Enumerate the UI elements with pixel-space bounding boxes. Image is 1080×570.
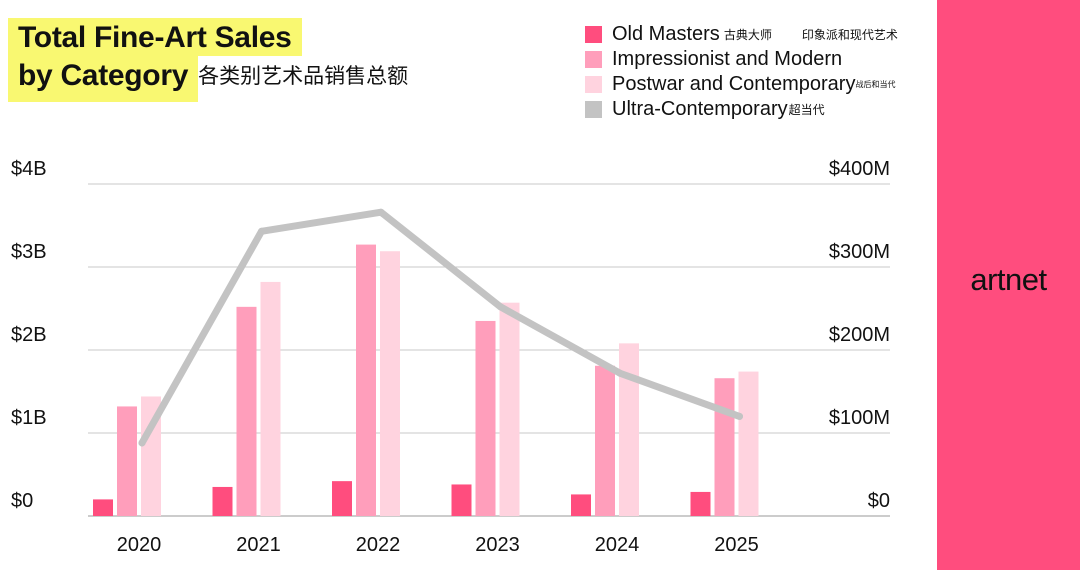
x-tick-label: 2023 bbox=[475, 534, 520, 556]
bar-impressionist-and-modern bbox=[117, 406, 137, 516]
bar-postwar-and-contemporary bbox=[499, 302, 520, 516]
bar-old-masters bbox=[332, 481, 352, 516]
bar-postwar-and-contemporary bbox=[619, 343, 639, 516]
legend-label-cn: 超当代 bbox=[788, 103, 825, 117]
right-tick-label: $100M bbox=[829, 407, 890, 429]
legend-label: Postwar and Contemporary bbox=[612, 73, 856, 95]
left-tick-label: $0 bbox=[11, 490, 33, 512]
bar-postwar-and-contemporary bbox=[738, 371, 759, 516]
right-tick-label: $300M bbox=[829, 241, 890, 263]
chart-title: Total Fine-Art Sales by Category 各类别艺术品销… bbox=[8, 18, 408, 102]
bar-impressionist-and-modern bbox=[356, 244, 376, 516]
bar-postwar-and-contemporary bbox=[260, 281, 281, 516]
legend-label: Old Masters bbox=[612, 23, 720, 45]
legend-item-postwar-contemporary: Postwar and Contemporary 战后和当代 bbox=[585, 72, 898, 97]
point-ultra-contemporary bbox=[736, 412, 743, 420]
title-chinese: 各类别艺术品销售总额 bbox=[198, 65, 409, 88]
right-tick-label: $400M bbox=[829, 158, 890, 180]
line-ultra-contemporary bbox=[138, 208, 743, 447]
bar-old-masters bbox=[212, 486, 233, 516]
chart-legend: Old Masters 古典大师 印象派和现代艺术 Impressionist … bbox=[585, 22, 898, 122]
bar-postwar-and-contemporary bbox=[141, 396, 161, 516]
bar-old-masters bbox=[690, 491, 711, 516]
bar-impressionist-and-modern bbox=[236, 306, 257, 516]
legend-label: Impressionist and Modern bbox=[612, 48, 843, 70]
x-tick-label: 2021 bbox=[236, 534, 281, 556]
bar-old-masters bbox=[571, 494, 591, 516]
point-ultra-contemporary bbox=[258, 227, 265, 235]
bar-old-masters bbox=[451, 484, 472, 516]
x-tick-label: 2020 bbox=[117, 534, 162, 556]
legend-label-cn: 印象派和现代艺术 bbox=[801, 28, 898, 42]
left-tick-label: $4B bbox=[11, 158, 47, 180]
point-ultra-contemporary bbox=[497, 303, 504, 311]
bar-old-masters bbox=[93, 499, 113, 516]
point-ultra-contemporary bbox=[616, 369, 624, 377]
legend-swatch-old-masters bbox=[585, 26, 602, 43]
left-tick-label: $3B bbox=[11, 241, 47, 263]
left-tick-label: $1B bbox=[11, 407, 47, 429]
legend-item-ultra-contemporary: Ultra-Contemporary 超当代 bbox=[585, 97, 898, 122]
right-tick-label: $200M bbox=[829, 324, 890, 346]
title-line-2: by Category bbox=[8, 56, 199, 102]
bar-impressionist-and-modern bbox=[475, 320, 496, 516]
artnet-logo: artnet bbox=[970, 262, 1047, 297]
legend-label-cn: 战后和当代 bbox=[855, 80, 896, 89]
left-tick-label: $2B bbox=[11, 324, 47, 346]
x-tick-label: 2022 bbox=[356, 534, 401, 556]
sales-chart: $0 $0 $1B $100M $2B $200M $3B $300M $4B $400M 2020… bbox=[11, 158, 890, 556]
title-line-1: Total Fine-Art Sales bbox=[8, 18, 302, 56]
legend-label-cn: 古典大师 bbox=[723, 28, 772, 42]
bar-postwar-and-contemporary bbox=[380, 251, 400, 517]
bars bbox=[93, 244, 759, 517]
legend-swatch-ultra-contemporary bbox=[585, 101, 602, 118]
brand-sidebar: artnet bbox=[937, 0, 1080, 570]
bar-impressionist-and-modern bbox=[595, 365, 615, 516]
legend-label: Ultra-Contemporary bbox=[612, 98, 788, 120]
right-tick-label: $0 bbox=[868, 490, 890, 512]
point-ultra-contemporary bbox=[138, 439, 146, 447]
x-tick-label: 2024 bbox=[595, 534, 640, 556]
legend-swatch-impressionist-modern bbox=[585, 51, 602, 68]
axis-labels: $0 $0 $1B $100M $2B $200M $3B $300M $4B $400M 2020… bbox=[11, 158, 890, 556]
point-ultra-contemporary bbox=[377, 208, 385, 216]
legend-item-impressionist-modern: Impressionist and Modern bbox=[585, 47, 898, 72]
ultra-contemporary-line bbox=[138, 208, 743, 447]
x-tick-label: 2025 bbox=[714, 534, 759, 556]
legend-item-old-masters: Old Masters 古典大师 印象派和现代艺术 bbox=[585, 22, 898, 47]
legend-swatch-postwar-contemporary bbox=[585, 76, 602, 93]
bar-impressionist-and-modern bbox=[714, 378, 735, 516]
